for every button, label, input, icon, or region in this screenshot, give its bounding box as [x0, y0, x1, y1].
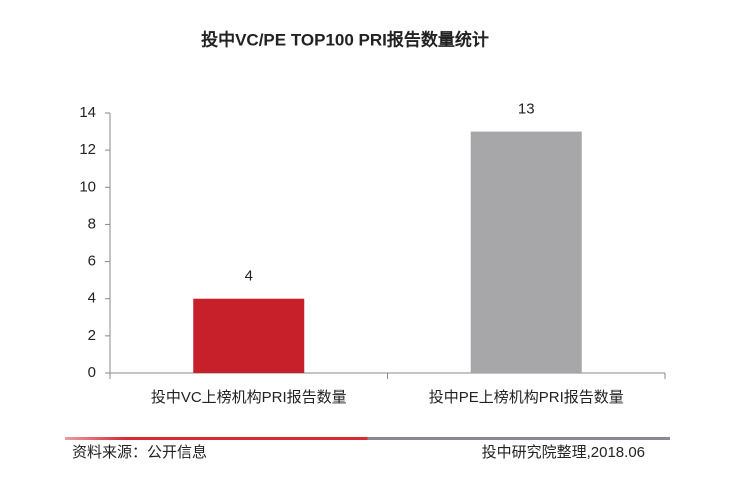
y-tick-label: 0	[88, 364, 96, 381]
footer-rule	[65, 437, 670, 440]
y-tick-label: 12	[79, 141, 96, 158]
y-tick-label: 14	[79, 104, 96, 121]
value-label: 13	[518, 101, 535, 118]
chart-title: 投中VC/PE TOP100 PRI报告数量统计	[201, 29, 489, 49]
y-tick-label: 4	[88, 290, 96, 307]
y-tick-label: 2	[88, 327, 96, 344]
x-tick-label: 投中VC上榜机构PRI报告数量	[151, 389, 347, 406]
bar	[193, 298, 305, 373]
value-label: 4	[245, 268, 253, 285]
bar	[470, 131, 582, 373]
x-tick-label: 投中PE上榜机构PRI报告数量	[429, 389, 624, 406]
y-tick-label: 10	[79, 178, 96, 195]
y-tick-label: 8	[88, 215, 96, 232]
y-tick-label: 6	[88, 253, 96, 270]
source: 资料来源：公开信息	[72, 444, 207, 461]
note: 投中研究院整理,2018.06	[482, 443, 645, 461]
